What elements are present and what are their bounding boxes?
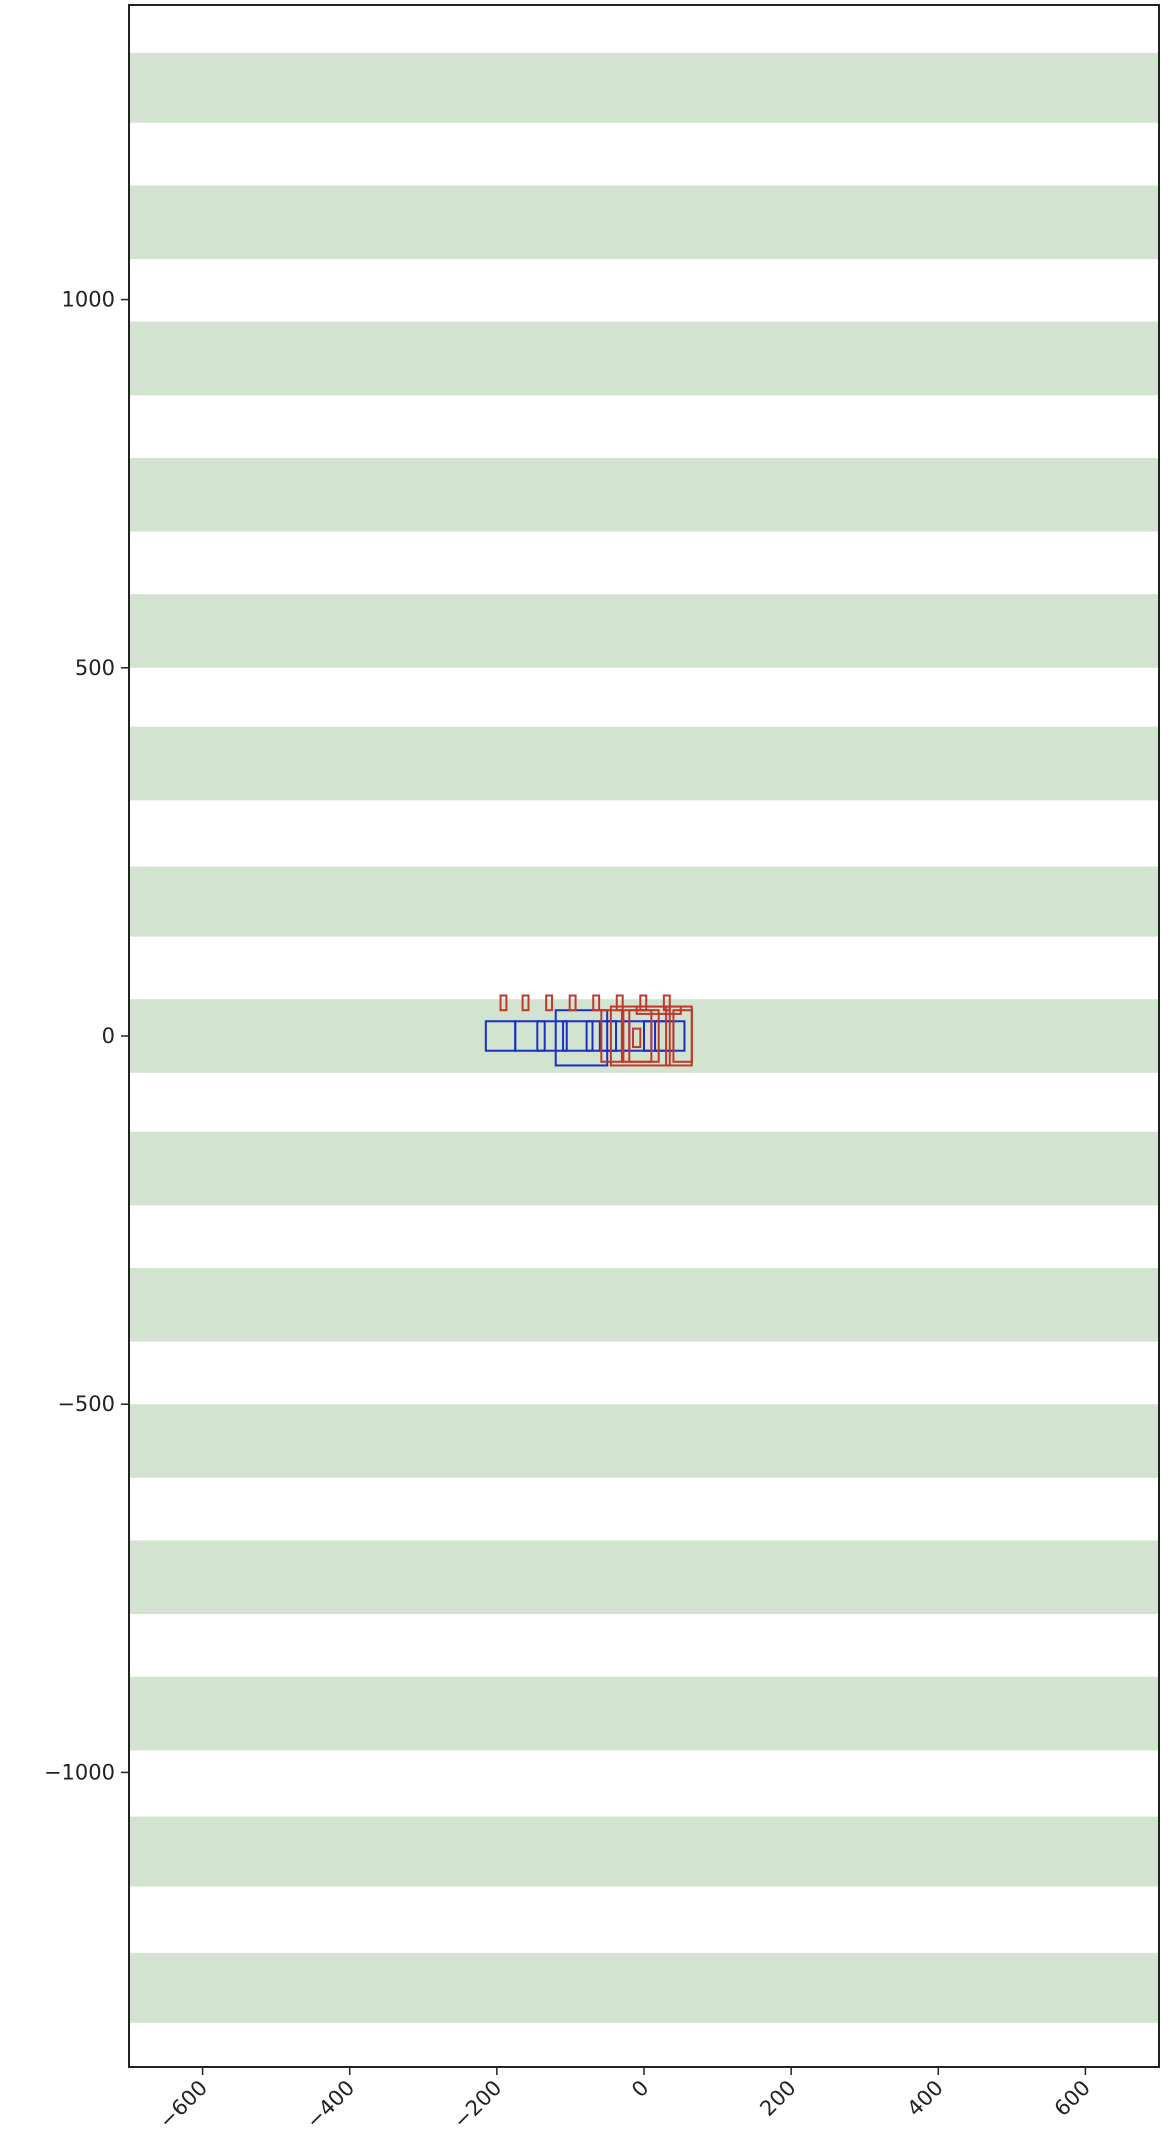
stripe-band bbox=[129, 457, 1159, 532]
x-tick-label: 400 bbox=[903, 2076, 948, 2121]
stripe-band bbox=[129, 1952, 1159, 2023]
stripe-band bbox=[129, 1404, 1159, 1478]
x-tick-label: −600 bbox=[154, 2076, 212, 2134]
data-rect bbox=[514, 1020, 546, 1052]
stripe-band bbox=[129, 1816, 1159, 1887]
stripe-band bbox=[129, 866, 1159, 937]
x-tick-label: 200 bbox=[755, 2076, 800, 2121]
background-stripes bbox=[129, 52, 1159, 2023]
x-tick-label: 600 bbox=[1050, 2076, 1095, 2121]
stripe-band bbox=[129, 52, 1159, 123]
data-rect bbox=[635, 1005, 682, 1015]
stripe-band bbox=[129, 594, 1159, 668]
stripe-band bbox=[129, 1540, 1159, 1615]
data-rect bbox=[600, 1009, 625, 1063]
data-rect bbox=[628, 1009, 660, 1063]
data-rect bbox=[568, 994, 577, 1012]
data-rect bbox=[592, 994, 601, 1012]
stripe-band bbox=[129, 1676, 1159, 1751]
data-rect bbox=[554, 1009, 609, 1067]
stripe-band bbox=[129, 726, 1159, 801]
stripe-band bbox=[129, 321, 1159, 396]
stripe-band bbox=[129, 185, 1159, 260]
y-tick-label: 500 bbox=[75, 656, 115, 680]
data-rect bbox=[562, 1020, 594, 1052]
y-tick-label: −500 bbox=[57, 1392, 115, 1416]
y-tick-label: 0 bbox=[102, 1024, 115, 1048]
x-tick-label: −200 bbox=[449, 2076, 507, 2134]
stripe-band bbox=[129, 1267, 1159, 1342]
data-rect bbox=[672, 1009, 693, 1063]
y-axis: −1000 −500 0 500 1000 bbox=[44, 288, 129, 1784]
stripe-band bbox=[129, 1131, 1159, 1206]
data-rects bbox=[484, 994, 693, 1067]
x-tick-label: 0 bbox=[627, 2076, 653, 2102]
data-rect bbox=[521, 994, 530, 1012]
y-tick-label: 1000 bbox=[62, 288, 115, 312]
y-tick-label: −1000 bbox=[44, 1760, 115, 1784]
data-rect bbox=[499, 994, 508, 1012]
data-rect bbox=[536, 1020, 568, 1052]
data-rect bbox=[545, 994, 554, 1012]
x-axis: −600 −400 −200 0 200 400 600 bbox=[154, 2067, 1095, 2133]
data-rect bbox=[631, 1027, 642, 1049]
x-tick-label: −400 bbox=[301, 2076, 359, 2134]
